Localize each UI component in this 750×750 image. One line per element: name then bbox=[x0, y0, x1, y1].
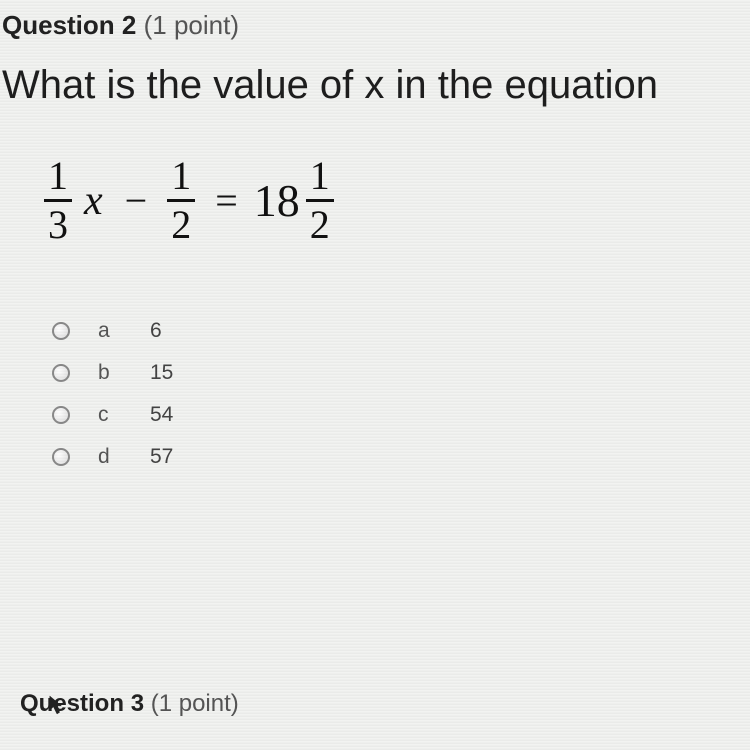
variable-x: x bbox=[84, 177, 103, 225]
radio-icon[interactable] bbox=[52, 406, 70, 424]
fraction-2: 1 2 bbox=[167, 156, 195, 245]
option-b-value: 15 bbox=[150, 361, 173, 385]
option-c[interactable]: c 54 bbox=[52, 403, 750, 427]
option-a-value: 6 bbox=[150, 319, 162, 343]
option-d-letter: d bbox=[98, 445, 122, 469]
frac2-denominator: 2 bbox=[167, 205, 195, 245]
next-question-header: Question 3 (1 point) bbox=[18, 690, 239, 718]
option-c-letter: c bbox=[98, 403, 122, 427]
question-number: 2 bbox=[122, 10, 136, 40]
frac3-denominator: 2 bbox=[306, 205, 334, 245]
frac1-numerator: 1 bbox=[44, 156, 72, 196]
option-a-letter: a bbox=[98, 319, 122, 343]
equation: 1 3 x − 1 2 = 18 1 2 bbox=[0, 156, 750, 245]
minus-operator: − bbox=[125, 177, 148, 224]
next-question-number: 3 bbox=[131, 690, 144, 717]
question-header: Question 2 (1 point) bbox=[0, 10, 750, 41]
radio-icon[interactable] bbox=[52, 448, 70, 466]
radio-icon[interactable] bbox=[52, 322, 70, 340]
option-a[interactable]: a 6 bbox=[52, 319, 750, 343]
frac1-denominator: 3 bbox=[44, 205, 72, 245]
option-b-letter: b bbox=[98, 361, 122, 385]
mixed-whole: 18 bbox=[254, 174, 300, 227]
quiz-page: Question 2 (1 point) What is the value o… bbox=[0, 0, 750, 469]
next-question-label-prefix: Question bbox=[20, 690, 124, 717]
frac3-numerator: 1 bbox=[306, 156, 334, 196]
option-d-value: 57 bbox=[150, 445, 173, 469]
equals-operator: = bbox=[215, 177, 238, 224]
option-c-value: 54 bbox=[150, 403, 173, 427]
next-question-points: (1 point) bbox=[151, 690, 239, 717]
options-list: a 6 b 15 c 54 d 57 bbox=[0, 319, 750, 469]
mixed-number: 18 1 2 bbox=[254, 156, 338, 245]
question-label-prefix: Question bbox=[2, 10, 115, 40]
option-d[interactable]: d 57 bbox=[52, 445, 750, 469]
option-b[interactable]: b 15 bbox=[52, 361, 750, 385]
question-prompt: What is the value of x in the equation bbox=[0, 63, 750, 108]
fraction-3: 1 2 bbox=[306, 156, 334, 245]
frac2-numerator: 1 bbox=[167, 156, 195, 196]
fraction-1: 1 3 bbox=[44, 156, 72, 245]
question-points: (1 point) bbox=[144, 10, 239, 40]
radio-icon[interactable] bbox=[52, 364, 70, 382]
